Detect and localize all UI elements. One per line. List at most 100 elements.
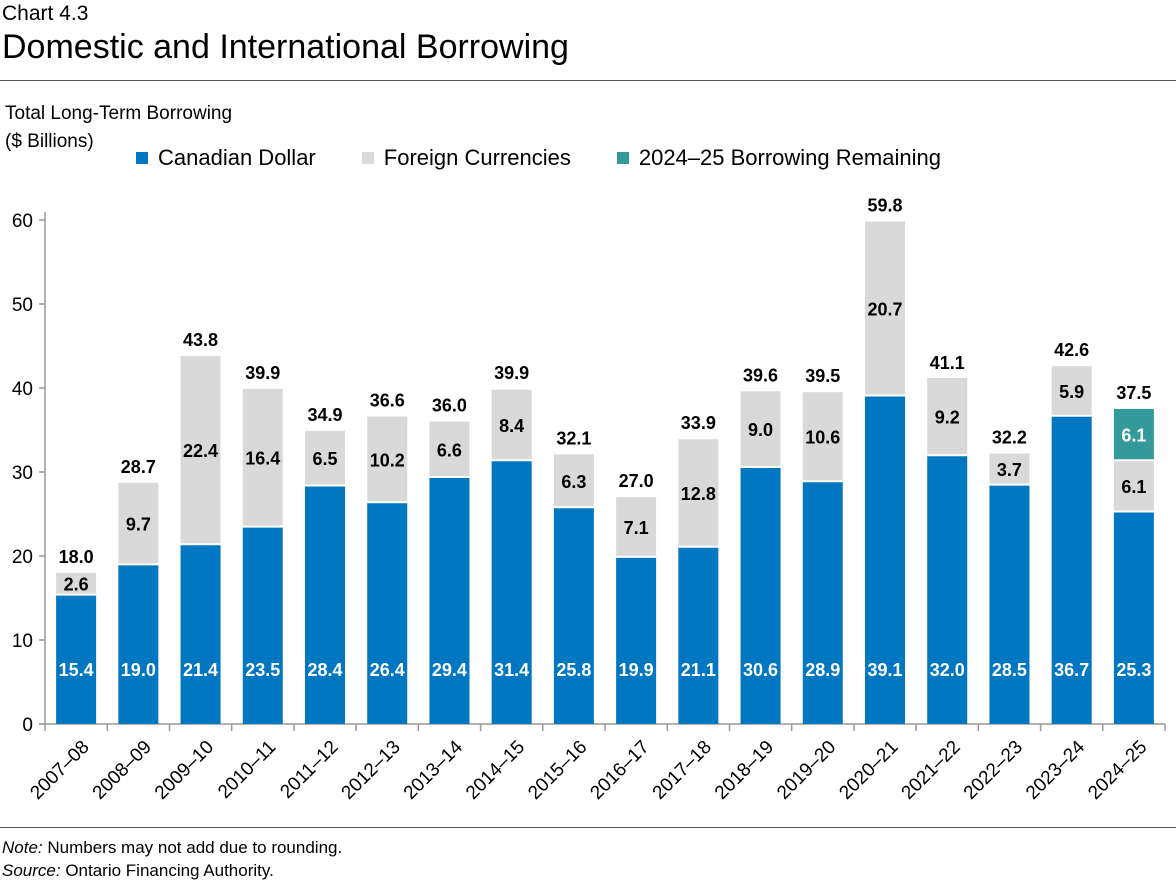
x-tick-label: 2015–16 bbox=[524, 737, 591, 804]
data-label: 32.0 bbox=[930, 660, 965, 680]
total-label: 39.9 bbox=[494, 363, 529, 383]
bar-canadian-dollar bbox=[305, 485, 345, 724]
data-label: 28.5 bbox=[992, 660, 1027, 680]
total-label: 59.8 bbox=[867, 196, 902, 216]
legend-swatch bbox=[136, 152, 148, 164]
x-tick-label: 2011–12 bbox=[276, 737, 342, 803]
data-label: 36.7 bbox=[1054, 660, 1089, 680]
data-label: 6.1 bbox=[1121, 477, 1146, 497]
y-tick-label: 20 bbox=[12, 547, 33, 568]
data-label: 25.8 bbox=[556, 660, 591, 680]
total-label: 39.5 bbox=[805, 366, 840, 386]
bar-foreign-currencies bbox=[367, 416, 408, 503]
x-tick-label: 2022–23 bbox=[960, 737, 1027, 804]
y-tick-label: 40 bbox=[12, 379, 33, 400]
bar-canadian-dollar bbox=[367, 502, 408, 724]
bar-canadian-dollar bbox=[989, 484, 1030, 724]
data-label: 9.2 bbox=[935, 408, 960, 428]
chart-plot: 0 10 20 30 40 50 60 2007–08 15.4 2.6 18.0 2008–09 19… bbox=[12, 196, 1166, 804]
data-label: 7.1 bbox=[624, 518, 649, 538]
data-label: 31.4 bbox=[494, 660, 529, 680]
legend-label: 2024–25 Borrowing Remaining bbox=[638, 145, 941, 170]
bar-foreign-currencies bbox=[678, 439, 719, 547]
total-label: 32.2 bbox=[992, 428, 1027, 448]
source-label: Source: bbox=[2, 861, 61, 880]
data-label: 2.6 bbox=[64, 575, 89, 595]
x-tick-label: 2009–10 bbox=[151, 737, 218, 804]
bar-canadian-dollar bbox=[1051, 415, 1092, 724]
data-label: 6.3 bbox=[561, 472, 586, 492]
data-label: 12.8 bbox=[681, 484, 716, 504]
data-label: 26.4 bbox=[370, 660, 405, 680]
bar-canadian-dollar bbox=[1113, 511, 1154, 724]
data-label: 28.4 bbox=[307, 660, 342, 680]
x-tick-label: 2014–15 bbox=[462, 737, 529, 804]
bar-foreign-currencies bbox=[927, 377, 968, 456]
bar-foreign-currencies bbox=[305, 430, 345, 486]
data-label: 10.6 bbox=[805, 428, 840, 448]
x-tick-label: 2021–22 bbox=[898, 737, 965, 804]
data-label: 9.7 bbox=[126, 515, 151, 535]
bar-canadian-dollar bbox=[429, 477, 470, 724]
bar-canadian-dollar bbox=[802, 481, 843, 724]
legend-swatch bbox=[616, 152, 629, 164]
total-label: 33.9 bbox=[681, 413, 716, 433]
data-label: 6.1 bbox=[1121, 426, 1146, 446]
data-label: 19.0 bbox=[121, 660, 156, 680]
x-tick-label: 2018–19 bbox=[711, 737, 778, 804]
bar-canadian-dollar bbox=[553, 507, 594, 724]
title-divider bbox=[0, 80, 1176, 81]
source-text: Ontario Financing Authority. bbox=[60, 861, 274, 880]
y-axis-label: Total Long-Term Borrowing ($ Billions) bbox=[5, 100, 232, 156]
x-tick-label: 2012–13 bbox=[338, 737, 405, 804]
bar-canadian-dollar bbox=[740, 466, 781, 724]
bar-foreign-currencies bbox=[865, 221, 905, 396]
total-label: 39.6 bbox=[743, 365, 778, 385]
bar-foreign-currencies bbox=[1113, 460, 1154, 512]
legend-label: Canadian Dollar bbox=[158, 145, 316, 170]
y-tick-label: 0 bbox=[22, 715, 33, 736]
x-tick-label: 2016–17 bbox=[586, 737, 653, 804]
legend-item-canadian-dollar: Canadian Dollar bbox=[136, 145, 316, 171]
notes: Note: Numbers may not add due to roundin… bbox=[2, 836, 342, 882]
x-tick-label: 2019–20 bbox=[773, 737, 840, 804]
bar-foreign-currencies bbox=[802, 392, 843, 482]
bar-canadian-dollar bbox=[865, 395, 905, 724]
bar-foreign-currencies bbox=[429, 421, 470, 478]
data-label: 15.4 bbox=[59, 660, 94, 680]
data-label: 6.5 bbox=[312, 449, 337, 469]
total-label: 36.6 bbox=[370, 391, 405, 411]
bar-foreign-currencies bbox=[180, 356, 221, 545]
data-label: 21.4 bbox=[183, 660, 218, 680]
bar-foreign-currencies bbox=[242, 388, 283, 527]
bar-foreign-currencies bbox=[989, 453, 1030, 485]
y-tick-label: 10 bbox=[12, 631, 33, 652]
data-label: 19.9 bbox=[619, 660, 654, 680]
data-label: 28.9 bbox=[805, 660, 840, 680]
data-label: 39.1 bbox=[867, 660, 902, 680]
total-label: 39.9 bbox=[245, 363, 280, 383]
note-text: Numbers may not add due to rounding. bbox=[42, 838, 343, 857]
data-label: 21.1 bbox=[681, 660, 716, 680]
data-label: 20.7 bbox=[867, 300, 902, 320]
y-tick-label: 30 bbox=[12, 463, 33, 484]
data-label: 16.4 bbox=[245, 449, 280, 469]
total-label: 42.6 bbox=[1054, 340, 1089, 360]
legend-item-borrowing-remaining: 2024–25 Borrowing Remaining bbox=[616, 145, 941, 171]
bar-foreign-currencies bbox=[491, 389, 532, 461]
bar-canadian-dollar bbox=[678, 546, 719, 724]
bar-canadian-dollar bbox=[180, 544, 221, 724]
notes-divider bbox=[0, 827, 1176, 828]
total-label: 32.1 bbox=[556, 428, 591, 448]
x-tick-label: 2017–18 bbox=[649, 737, 716, 804]
bar-borrowing-remaining bbox=[1113, 409, 1154, 461]
legend: Canadian Dollar Foreign Currencies 2024–… bbox=[136, 145, 987, 171]
data-label: 8.4 bbox=[499, 416, 524, 436]
chart-title: Domestic and International Borrowing bbox=[2, 28, 569, 66]
data-label: 22.4 bbox=[183, 441, 218, 461]
y-tick-label: 50 bbox=[12, 295, 33, 316]
data-label: 5.9 bbox=[1059, 382, 1084, 402]
legend-swatch bbox=[361, 152, 374, 164]
total-label: 41.1 bbox=[930, 353, 965, 373]
data-label: 30.6 bbox=[743, 660, 778, 680]
